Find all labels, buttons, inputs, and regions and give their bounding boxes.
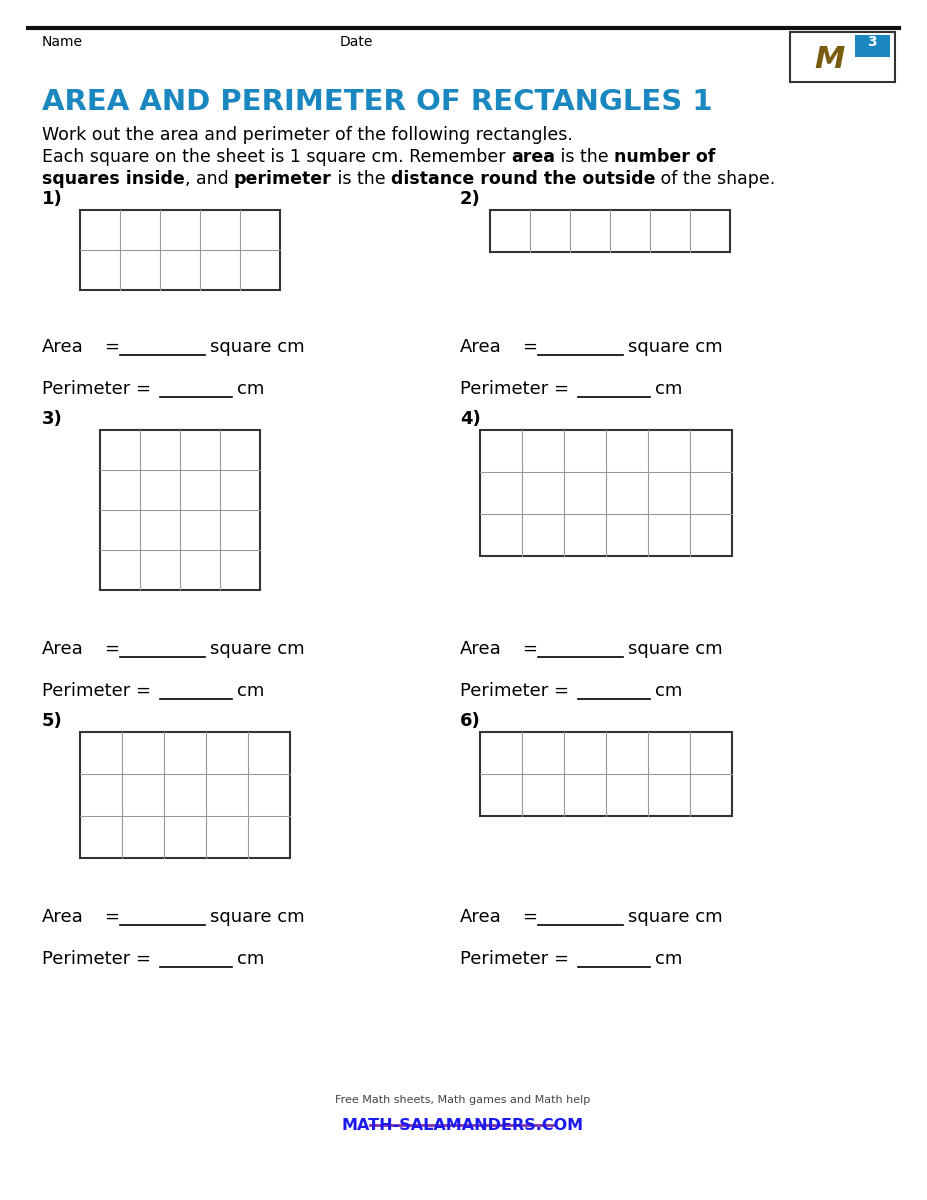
Bar xyxy=(80,732,290,858)
Bar xyxy=(480,430,732,556)
Text: Perimeter =: Perimeter = xyxy=(460,950,569,968)
Text: 5): 5) xyxy=(42,712,63,730)
Text: perimeter: perimeter xyxy=(234,170,332,188)
Text: square cm: square cm xyxy=(628,908,723,926)
Text: =: = xyxy=(522,640,537,658)
Text: Perimeter =: Perimeter = xyxy=(42,682,151,700)
Text: square cm: square cm xyxy=(210,640,305,658)
Text: is the: is the xyxy=(555,148,614,166)
Text: Date: Date xyxy=(340,35,374,49)
Text: square cm: square cm xyxy=(210,908,305,926)
Text: AREA AND PERIMETER OF RECTANGLES 1: AREA AND PERIMETER OF RECTANGLES 1 xyxy=(42,88,713,116)
Text: cm: cm xyxy=(655,950,682,968)
Text: of the shape.: of the shape. xyxy=(655,170,776,188)
Text: cm: cm xyxy=(655,682,682,700)
Text: =: = xyxy=(104,338,119,356)
Text: area: area xyxy=(511,148,555,166)
Text: Area: Area xyxy=(42,640,83,658)
Text: squares inside: squares inside xyxy=(42,170,184,188)
Bar xyxy=(790,32,895,82)
Text: Each square on the sheet is 1 square cm. Remember: Each square on the sheet is 1 square cm.… xyxy=(42,148,511,166)
Text: Perimeter =: Perimeter = xyxy=(42,950,151,968)
Text: number of: number of xyxy=(614,148,716,166)
Text: Area: Area xyxy=(460,640,502,658)
Text: Free Math sheets, Math games and Math help: Free Math sheets, Math games and Math he… xyxy=(336,1094,590,1105)
Text: Perimeter =: Perimeter = xyxy=(460,682,569,700)
Text: square cm: square cm xyxy=(210,338,305,356)
Text: Perimeter =: Perimeter = xyxy=(460,380,569,398)
Text: Name: Name xyxy=(42,35,83,49)
Text: Work out the area and perimeter of the following rectangles.: Work out the area and perimeter of the f… xyxy=(42,126,573,144)
Text: 2): 2) xyxy=(460,190,481,208)
Text: Area: Area xyxy=(460,908,502,926)
Text: distance round the outside: distance round the outside xyxy=(391,170,655,188)
Text: 4): 4) xyxy=(460,410,481,428)
Bar xyxy=(80,210,280,290)
Text: =: = xyxy=(104,640,119,658)
Text: =: = xyxy=(522,338,537,356)
Text: square cm: square cm xyxy=(628,640,723,658)
Bar xyxy=(100,430,260,590)
Text: 6): 6) xyxy=(460,712,481,730)
Text: Area: Area xyxy=(42,338,83,356)
Text: 3: 3 xyxy=(867,35,877,49)
Text: =: = xyxy=(522,908,537,926)
Text: , and: , and xyxy=(184,170,234,188)
Text: Perimeter =: Perimeter = xyxy=(42,380,151,398)
Text: MATH-SALAMANDERS.COM: MATH-SALAMANDERS.COM xyxy=(342,1118,584,1133)
Text: cm: cm xyxy=(237,950,264,968)
Text: 3): 3) xyxy=(42,410,63,428)
Text: cm: cm xyxy=(655,380,682,398)
Bar xyxy=(490,210,730,252)
Text: cm: cm xyxy=(237,682,264,700)
Text: 1): 1) xyxy=(42,190,63,208)
Bar xyxy=(855,35,890,56)
Text: Area: Area xyxy=(460,338,502,356)
Text: Area: Area xyxy=(42,908,83,926)
Text: is the: is the xyxy=(332,170,391,188)
Text: square cm: square cm xyxy=(628,338,723,356)
Text: =: = xyxy=(104,908,119,926)
Text: cm: cm xyxy=(237,380,264,398)
Bar xyxy=(480,732,732,816)
Text: M: M xyxy=(815,44,845,74)
